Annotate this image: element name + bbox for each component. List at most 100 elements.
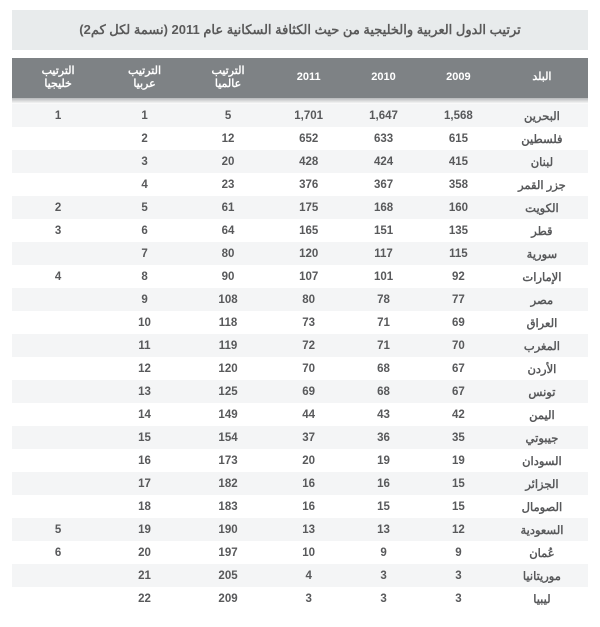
cell-arab-rank: 4 bbox=[104, 173, 185, 196]
table-row: فلسطين615633652122 bbox=[12, 127, 588, 150]
cell-world-rank: 23 bbox=[185, 173, 271, 196]
cell-2011: 120 bbox=[271, 242, 346, 265]
table-row: الصومال15151618318 bbox=[12, 495, 588, 518]
table-row: عُمان9910197206 bbox=[12, 541, 588, 564]
cell-arab-rank: 2 bbox=[104, 127, 185, 150]
cell-gulf-rank: 2 bbox=[12, 196, 104, 219]
cell-gulf-rank bbox=[12, 127, 104, 150]
cell-gulf-rank bbox=[12, 334, 104, 357]
cell-country: العراق bbox=[496, 311, 588, 334]
cell-2011: 652 bbox=[271, 127, 346, 150]
cell-world-rank: 20 bbox=[185, 150, 271, 173]
cell-2010: 117 bbox=[346, 242, 421, 265]
cell-2010: 13 bbox=[346, 518, 421, 541]
table-wrap: البلد200920102011الترتيبعالمياالترتيبعرب… bbox=[12, 58, 588, 610]
table-row: العراق69717311810 bbox=[12, 311, 588, 334]
cell-world-rank: 154 bbox=[185, 426, 271, 449]
col-header: 2010 bbox=[346, 58, 421, 98]
cell-arab-rank: 21 bbox=[104, 564, 185, 587]
cell-2011: 1,701 bbox=[271, 104, 346, 127]
cell-gulf-rank: 4 bbox=[12, 265, 104, 288]
cell-world-rank: 64 bbox=[185, 219, 271, 242]
table-row: سورية115117120807 bbox=[12, 242, 588, 265]
cell-gulf-rank bbox=[12, 242, 104, 265]
cell-country: المغرب bbox=[496, 334, 588, 357]
cell-gulf-rank: 6 bbox=[12, 541, 104, 564]
cell-arab-rank: 12 bbox=[104, 357, 185, 380]
table-row: لبنان415424428203 bbox=[12, 150, 588, 173]
cell-country: الصومال bbox=[496, 495, 588, 518]
cell-gulf-rank bbox=[12, 587, 104, 610]
cell-2011: 16 bbox=[271, 472, 346, 495]
cell-2009: 1,568 bbox=[421, 104, 496, 127]
density-table: البلد200920102011الترتيبعالمياالترتيبعرب… bbox=[12, 58, 588, 610]
cell-gulf-rank bbox=[12, 472, 104, 495]
cell-2011: 16 bbox=[271, 495, 346, 518]
cell-country: الأردن bbox=[496, 357, 588, 380]
cell-2009: 15 bbox=[421, 472, 496, 495]
table-row: ليبيا33320922 bbox=[12, 587, 588, 610]
cell-arab-rank: 9 bbox=[104, 288, 185, 311]
cell-world-rank: 183 bbox=[185, 495, 271, 518]
cell-gulf-rank bbox=[12, 564, 104, 587]
table-row: جيبوتي35363715415 bbox=[12, 426, 588, 449]
header-row: البلد200920102011الترتيبعالمياالترتيبعرب… bbox=[12, 58, 588, 98]
table-row: الجزائر15161618217 bbox=[12, 472, 588, 495]
table-title: ترتيب الدول العربية والخليجية من حيث الك… bbox=[12, 10, 588, 50]
table-row: الأردن67687012012 bbox=[12, 357, 588, 380]
cell-2011: 20 bbox=[271, 449, 346, 472]
cell-2011: 37 bbox=[271, 426, 346, 449]
cell-world-rank: 118 bbox=[185, 311, 271, 334]
cell-2009: 415 bbox=[421, 150, 496, 173]
cell-country: جيبوتي bbox=[496, 426, 588, 449]
cell-2010: 36 bbox=[346, 426, 421, 449]
cell-arab-rank: 7 bbox=[104, 242, 185, 265]
cell-world-rank: 12 bbox=[185, 127, 271, 150]
cell-arab-rank: 13 bbox=[104, 380, 185, 403]
cell-2009: 135 bbox=[421, 219, 496, 242]
table-row: الكويت1601681756152 bbox=[12, 196, 588, 219]
cell-country: عُمان bbox=[496, 541, 588, 564]
cell-arab-rank: 5 bbox=[104, 196, 185, 219]
cell-2009: 35 bbox=[421, 426, 496, 449]
cell-world-rank: 108 bbox=[185, 288, 271, 311]
col-header: الترتيبخليجيا bbox=[12, 58, 104, 98]
cell-2011: 10 bbox=[271, 541, 346, 564]
cell-world-rank: 119 bbox=[185, 334, 271, 357]
cell-2009: 115 bbox=[421, 242, 496, 265]
col-header: 2009 bbox=[421, 58, 496, 98]
cell-arab-rank: 18 bbox=[104, 495, 185, 518]
cell-2010: 151 bbox=[346, 219, 421, 242]
cell-2011: 3 bbox=[271, 587, 346, 610]
cell-world-rank: 80 bbox=[185, 242, 271, 265]
cell-gulf-rank bbox=[12, 150, 104, 173]
cell-2010: 633 bbox=[346, 127, 421, 150]
table-row: البحرين1,5681,6471,701511 bbox=[12, 104, 588, 127]
cell-2010: 78 bbox=[346, 288, 421, 311]
cell-2010: 16 bbox=[346, 472, 421, 495]
cell-2011: 165 bbox=[271, 219, 346, 242]
cell-arab-rank: 16 bbox=[104, 449, 185, 472]
cell-gulf-rank bbox=[12, 357, 104, 380]
col-header: 2011 bbox=[271, 58, 346, 98]
cell-country: الإمارات bbox=[496, 265, 588, 288]
cell-world-rank: 125 bbox=[185, 380, 271, 403]
col-header: الترتيبعربيا bbox=[104, 58, 185, 98]
cell-gulf-rank bbox=[12, 173, 104, 196]
table-row: اليمن42434414914 bbox=[12, 403, 588, 426]
cell-world-rank: 173 bbox=[185, 449, 271, 472]
cell-country: لبنان bbox=[496, 150, 588, 173]
cell-2010: 68 bbox=[346, 380, 421, 403]
table-row: جزر القمر358367376234 bbox=[12, 173, 588, 196]
cell-2011: 73 bbox=[271, 311, 346, 334]
cell-2010: 367 bbox=[346, 173, 421, 196]
cell-2009: 358 bbox=[421, 173, 496, 196]
table-row: قطر1351511656463 bbox=[12, 219, 588, 242]
cell-2009: 42 bbox=[421, 403, 496, 426]
cell-2010: 424 bbox=[346, 150, 421, 173]
cell-country: السعودية bbox=[496, 518, 588, 541]
table-row: مصر7778801089 bbox=[12, 288, 588, 311]
cell-2011: 72 bbox=[271, 334, 346, 357]
cell-2010: 101 bbox=[346, 265, 421, 288]
cell-gulf-rank bbox=[12, 403, 104, 426]
